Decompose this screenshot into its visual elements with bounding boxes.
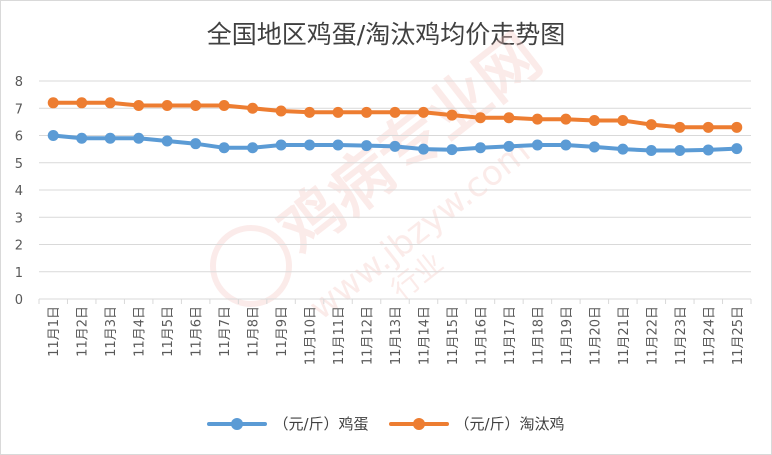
x-tick-label-11: 11月11日 [332,306,347,365]
series-1-point-21 [617,115,629,127]
series-1-point-19 [560,113,572,125]
series-0-point-24 [702,144,714,156]
series-0-point-21 [617,143,629,155]
series-0-point-19 [560,139,572,151]
series-0-point-11 [332,139,344,151]
x-tick-label-5: 11月5日 [161,306,176,357]
series-1-point-13 [389,106,401,118]
x-tick-label-24: 11月24日 [702,306,717,365]
series-1-point-23 [674,121,686,133]
series-0-point-15 [446,144,458,156]
series-0-point-13 [389,140,401,152]
y-tick-label-7: 7 [15,102,23,117]
series-1-point-16 [474,112,486,124]
x-tick-label-9: 11月9日 [275,306,290,357]
series-0-point-5 [161,135,173,147]
series-0-point-2 [76,132,88,144]
x-tick-label-1: 11月1日 [47,306,62,357]
series-0-point-17 [503,140,515,152]
x-tick-label-20: 11月20日 [588,306,603,365]
y-tick-label-0: 0 [15,293,23,308]
series-0-point-12 [361,140,373,152]
series-1-point-17 [503,112,515,124]
series-1-point-24 [702,121,714,133]
series-0-point-18 [531,139,543,151]
legend-label-egg: （元/斤）鸡蛋 [273,415,369,433]
x-tick-label-22: 11月22日 [645,306,660,365]
series-0-point-7 [218,142,230,154]
watermark-logo-icon [210,225,292,307]
chart-legend: （元/斤）鸡蛋 （元/斤）淘汰鸡 [1,413,771,434]
x-tick-label-4: 11月4日 [133,306,148,357]
x-tick-label-25: 11月25日 [731,306,746,365]
series-1-point-14 [417,106,429,118]
y-tick-label-1: 1 [15,266,23,281]
x-tick-label-23: 11月23日 [674,306,689,365]
series-1-point-10 [304,106,316,118]
y-tick-label-3: 3 [15,211,23,226]
series-1-point-3 [104,97,116,109]
series-1-point-12 [361,106,373,118]
x-tick-label-10: 11月10日 [304,306,319,365]
legend-swatch-egg [207,417,268,431]
series-1-point-5 [161,100,173,112]
series-1-point-20 [588,115,600,127]
x-tick-label-16: 11月16日 [474,306,489,365]
series-0-point-23 [674,144,686,156]
legend-item-hen[interactable]: （元/斤）淘汰鸡 [388,413,565,434]
x-tick-label-3: 11月3日 [104,306,119,357]
series-1-point-11 [332,106,344,118]
y-tick-label-5: 5 [15,157,23,172]
series-0-point-20 [588,141,600,153]
y-tick-label-2: 2 [15,239,23,254]
series-0-point-1 [47,130,59,141]
y-tick-label-6: 6 [15,130,23,145]
series-0-point-6 [190,138,202,150]
series-0-point-3 [104,132,116,144]
x-tick-label-14: 11月14日 [417,306,432,365]
x-tick-label-7: 11月7日 [218,306,233,357]
x-tick-label-13: 11月13日 [389,306,404,365]
series-0-point-14 [417,143,429,155]
series-0-point-22 [645,144,657,156]
series-1-point-6 [190,100,202,112]
series-0-point-10 [304,139,316,151]
x-tick-label-18: 11月18日 [531,306,546,365]
series-0-point-25 [731,143,743,155]
legend-label-hen: （元/斤）淘汰鸡 [454,415,565,433]
x-tick-label-15: 11月15日 [446,306,461,365]
series-1-point-7 [218,100,230,112]
y-tick-label-4: 4 [15,184,23,199]
y-tick-label-8: 8 [15,75,23,90]
series-1-point-22 [645,119,657,131]
legend-swatch-hen [388,417,449,431]
series-1-point-25 [731,121,743,133]
series-1-point-1 [47,97,59,109]
x-tick-label-8: 11月8日 [247,306,262,357]
legend-item-egg[interactable]: （元/斤）鸡蛋 [207,413,369,434]
x-tick-label-21: 11月21日 [617,306,632,365]
series-0-point-9 [275,139,287,151]
series-1-point-2 [76,97,88,109]
series-1-point-9 [275,105,287,117]
x-tick-label-6: 11月6日 [190,306,205,357]
x-tick-label-12: 11月12日 [361,306,376,365]
series-0-point-8 [247,142,259,154]
series-0-point-16 [474,142,486,154]
chart-title: 全国地区鸡蛋/淘汰鸡均价走势图 [206,20,566,49]
x-tick-label-17: 11月17日 [503,306,518,365]
series-1-point-15 [446,109,458,121]
x-tick-label-2: 11月2日 [76,306,91,357]
x-tick-label-19: 11月19日 [560,306,575,365]
series-1-point-8 [247,102,259,114]
series-0-point-4 [133,132,145,144]
series-1-point-18 [531,113,543,125]
series-1-point-4 [133,100,145,112]
